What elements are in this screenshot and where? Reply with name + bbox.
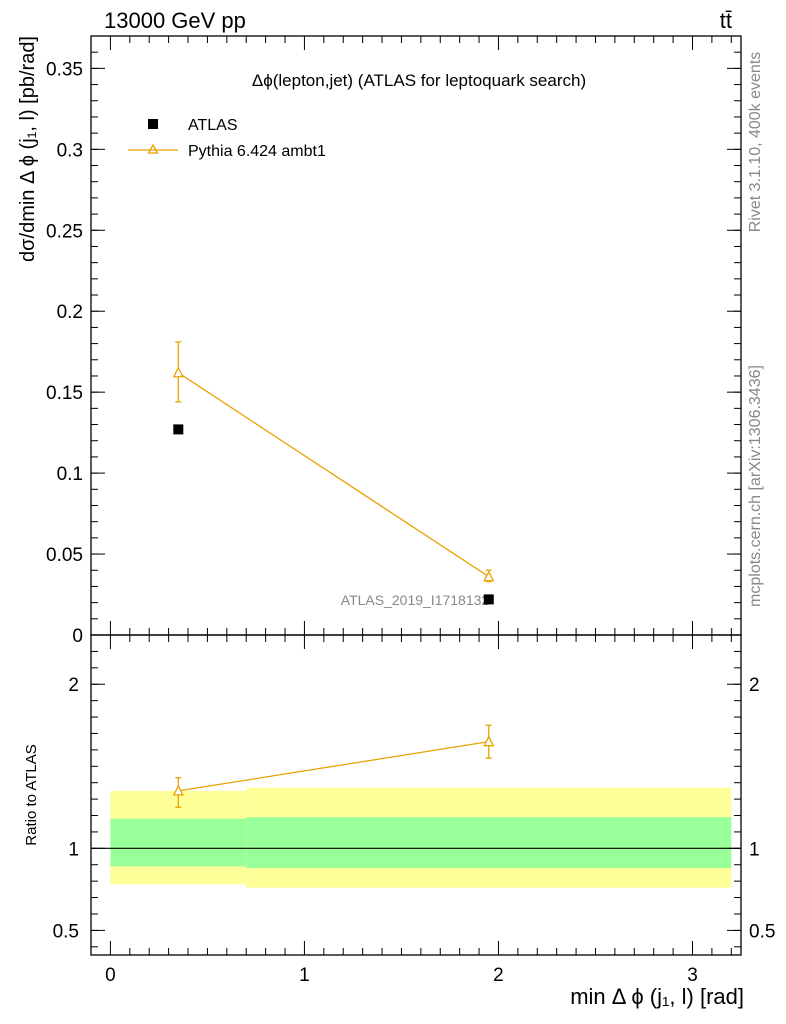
- atlas-point: [173, 424, 184, 435]
- main-ylabel: dσ/dmin Δ ϕ (j₁, l) [pb/rad]: [17, 36, 39, 262]
- legend-atlas-label: ATLAS: [188, 117, 238, 134]
- y-tick-label: 0.15: [46, 383, 83, 404]
- x-tick-label: 0: [105, 965, 116, 986]
- pythia-line: [177, 372, 490, 578]
- ratio-y-tick-label-right: 2: [749, 675, 760, 696]
- main-title: Δϕ(lepton,jet) (ATLAS for leptoquark sea…: [252, 71, 586, 90]
- ratio-plot-frame: [90, 634, 742, 956]
- y-tick-label: 0.2: [57, 302, 83, 323]
- header-left: 13000 GeV pp: [104, 8, 246, 33]
- legend-atlas-marker: [148, 119, 158, 129]
- header-right: tt̄: [720, 8, 732, 33]
- ratio-pythia-line: [178, 741, 489, 792]
- legend: ATLAS Pythia 6.424 ambt1: [128, 117, 326, 160]
- ratio-pythia-point: [172, 784, 184, 796]
- pythia-point: [483, 570, 495, 582]
- uncertainty-band-green: [246, 817, 732, 869]
- x-tick-label: 2: [493, 965, 504, 986]
- ratio-y-tick-label: 0.5: [53, 921, 79, 942]
- uncertainty-band-green: [110, 818, 247, 867]
- y-tick-label: 0: [72, 626, 83, 647]
- ratio-y-tick-label-right: 1: [749, 839, 760, 860]
- legend-pythia-marker: [147, 143, 159, 154]
- y-tick-label: 0.05: [46, 545, 83, 566]
- y-tick-label: 0.35: [46, 59, 83, 80]
- y-tick-label: 0.25: [46, 221, 83, 242]
- ratio-y-tick-label: 2: [68, 675, 79, 696]
- x-axis-label: min Δ ϕ (j₁, l) [rad]: [570, 984, 744, 1009]
- watermark: ATLAS_2019_I1718132: [341, 592, 490, 608]
- ratio-pythia-point: [483, 735, 495, 747]
- y-tick-label: 0.1: [57, 464, 83, 485]
- x-tick-label: 1: [299, 965, 310, 986]
- rivet-label: Rivet 3.1.10, 400k events: [747, 52, 764, 233]
- ratio-y-tick-label: 1: [68, 839, 79, 860]
- mcplots-label: mcplots.cern.ch [arXiv:1306.3436]: [747, 365, 764, 607]
- x-tick-label: 3: [687, 965, 698, 986]
- ratio-y-tick-label-right: 0.5: [749, 921, 775, 942]
- y-tick-label: 0.3: [57, 140, 83, 161]
- atlas-point: [483, 594, 494, 605]
- legend-pythia-label: Pythia 6.424 ambt1: [188, 143, 326, 160]
- pythia-point: [172, 366, 184, 378]
- ratio-ylabel: Ratio to ATLAS: [23, 744, 40, 845]
